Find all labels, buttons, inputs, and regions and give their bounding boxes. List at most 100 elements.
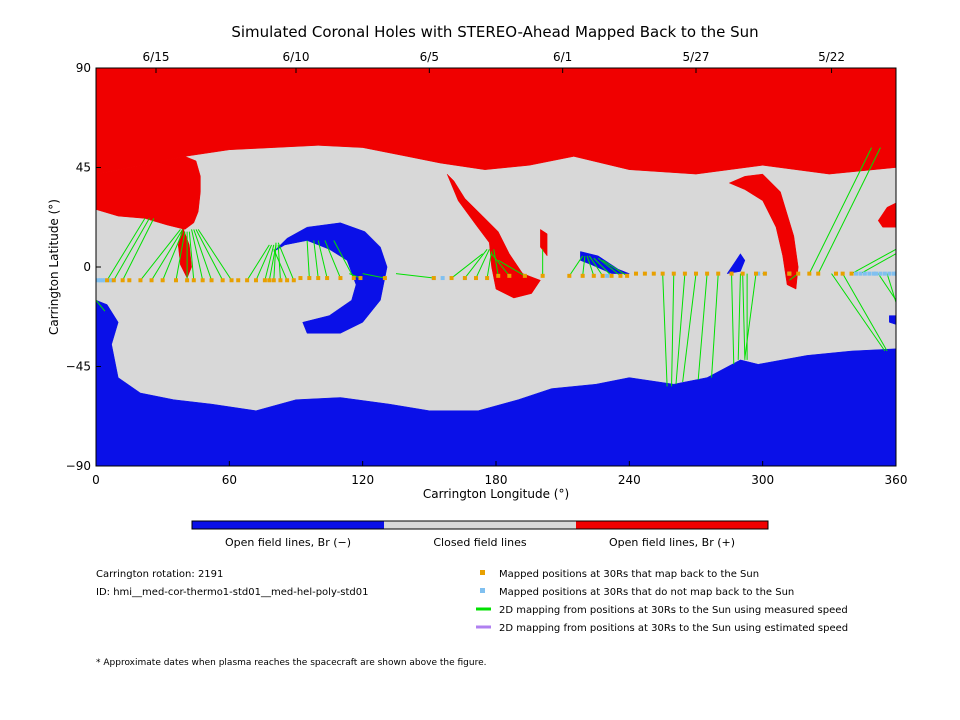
mapping-line-54 bbox=[737, 273, 741, 360]
mapping-line-67 bbox=[886, 273, 896, 303]
unmapped-point-8 bbox=[440, 276, 445, 281]
mapped-point-49 bbox=[642, 271, 647, 276]
mapped-point-19 bbox=[267, 278, 272, 283]
mapped-point-44 bbox=[600, 273, 605, 278]
mapped-point-28 bbox=[338, 276, 343, 281]
mapped-point-57 bbox=[729, 271, 734, 276]
date-label-6: 5/22 bbox=[818, 50, 845, 64]
mapping-line-3 bbox=[113, 218, 150, 281]
colorbar-frame bbox=[191, 520, 769, 530]
unmapped-point-6 bbox=[109, 278, 114, 283]
mapped-point-66 bbox=[840, 271, 845, 276]
mapping-line-50 bbox=[682, 273, 697, 383]
unmapped-point-16 bbox=[862, 271, 867, 276]
colorbar-segment-3 bbox=[576, 521, 768, 529]
coronal-hole-negative-12 bbox=[889, 315, 896, 325]
mapped-point-34 bbox=[462, 276, 467, 281]
mapped-point-62 bbox=[796, 271, 801, 276]
mapped-point-23 bbox=[291, 278, 296, 283]
mapped-point-18 bbox=[262, 278, 267, 283]
mapping-line-51 bbox=[697, 273, 708, 380]
mapped-point-63 bbox=[807, 271, 812, 276]
mapped-point-7 bbox=[160, 278, 165, 283]
x-tick-label-240: 240 bbox=[618, 473, 641, 487]
date-label-4: 6/1 bbox=[553, 50, 572, 64]
mapping-line-66 bbox=[877, 273, 896, 301]
mapping-line-24 bbox=[306, 240, 310, 279]
mapped-point-20 bbox=[271, 278, 276, 283]
mapped-point-12 bbox=[209, 278, 214, 283]
mapping-line-43 bbox=[588, 255, 604, 277]
mapping-line-14 bbox=[197, 229, 232, 281]
unmapped-point-23 bbox=[891, 271, 896, 276]
coronal-hole-positive-5 bbox=[540, 228, 548, 257]
unmapped-point-18 bbox=[871, 271, 876, 276]
mapping-line-37 bbox=[491, 253, 510, 277]
mapping-line-34 bbox=[475, 249, 490, 279]
mapping-line-36 bbox=[493, 249, 499, 276]
mapping-line-27 bbox=[324, 240, 341, 279]
mapping-line-61 bbox=[817, 147, 881, 274]
unmapped-point-22 bbox=[887, 271, 892, 276]
y-tick-label--45: −45 bbox=[66, 360, 91, 374]
mapped-point-47 bbox=[625, 273, 630, 278]
unmapped-point-2 bbox=[98, 278, 103, 283]
mapped-point-11 bbox=[200, 278, 205, 283]
legend-label-1: Mapped positions at 30Rs that map back t… bbox=[499, 569, 759, 580]
mapped-point-31 bbox=[382, 276, 387, 281]
mapping-line-41 bbox=[582, 255, 586, 276]
mapped-point-38 bbox=[507, 273, 512, 278]
mapped-point-35 bbox=[474, 276, 478, 281]
y-tick-label-0: 0 bbox=[83, 260, 91, 274]
mapping-line-2 bbox=[106, 218, 146, 281]
mapping-line-23 bbox=[277, 242, 295, 281]
legend-marker-1 bbox=[480, 570, 485, 575]
mapping-line-28 bbox=[333, 240, 355, 279]
coronal-hole-negative-10 bbox=[580, 251, 630, 274]
mapped-point-21 bbox=[278, 278, 283, 283]
mapped-point-17 bbox=[254, 278, 258, 283]
mapping-line-22 bbox=[273, 249, 288, 281]
coronal-hole-positive-7 bbox=[877, 202, 896, 228]
mapped-point-52 bbox=[671, 271, 676, 276]
x-axis: 0 60 120 180 240 300 360 bbox=[92, 461, 907, 487]
mapping-line-49 bbox=[675, 273, 686, 385]
mapped-point-54 bbox=[694, 271, 698, 276]
mapping-line-53 bbox=[731, 273, 735, 365]
mapped-point-41 bbox=[567, 273, 572, 278]
chart-title: Simulated Coronal Holes with STEREO-Ahea… bbox=[231, 23, 758, 41]
mapping-line-60 bbox=[808, 147, 873, 274]
mapping-line-16 bbox=[246, 244, 270, 281]
x-tick-label-120: 120 bbox=[351, 473, 374, 487]
colorbar-label-3: Open field lines, Br (+) bbox=[609, 536, 735, 549]
unmapped-point-20 bbox=[878, 271, 883, 276]
mapped-point-59 bbox=[754, 271, 758, 276]
plot-area bbox=[96, 68, 896, 466]
mapping-line-55 bbox=[742, 273, 746, 360]
mapped-point-42 bbox=[580, 273, 585, 278]
id-info: ID: hmi__med-cor-thermo1-std01__med-hel-… bbox=[96, 587, 369, 598]
mapping-line-4 bbox=[122, 218, 155, 281]
mapping-line-52 bbox=[711, 273, 719, 378]
y-tick-label-90: 90 bbox=[76, 61, 91, 75]
mapping-line-64 bbox=[851, 248, 896, 275]
y-tick-label-45: 45 bbox=[76, 161, 91, 175]
mapping-line-57 bbox=[744, 273, 757, 358]
unmapped-point-17 bbox=[867, 271, 872, 276]
mapping-line-47 bbox=[662, 273, 668, 387]
y-axis-label: Carrington Latitude (°) bbox=[47, 199, 61, 335]
mapping-line-40 bbox=[568, 255, 584, 277]
mapping-line-32 bbox=[451, 253, 483, 279]
x-tick-label-60: 60 bbox=[222, 473, 237, 487]
mapped-point-14 bbox=[229, 278, 234, 283]
unmapped-point-1 bbox=[96, 278, 101, 283]
legend-marker-2 bbox=[480, 588, 485, 593]
rotation-info: Carrington rotation: 2191 bbox=[96, 569, 223, 580]
mapping-line-18 bbox=[264, 244, 275, 281]
mapped-point-46 bbox=[618, 273, 623, 278]
mapped-point-26 bbox=[316, 276, 321, 281]
mapped-point-5 bbox=[138, 278, 143, 283]
mapped-point-30 bbox=[358, 276, 363, 281]
unmapped-point-21 bbox=[882, 271, 887, 276]
mapping-line-10 bbox=[188, 231, 195, 281]
